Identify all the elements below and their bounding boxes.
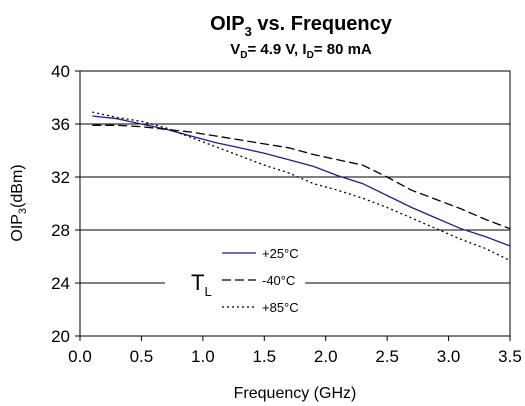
plot-frame xyxy=(79,70,511,337)
y-label-sub: 3 xyxy=(17,208,29,214)
title-main: OIP xyxy=(210,13,244,35)
y-tick-label: 32 xyxy=(51,168,70,187)
x-axis-label: Frequency (GHz) xyxy=(234,385,357,402)
y-label-part-2: (dBm) xyxy=(9,164,26,208)
x-tick-label: 1.0 xyxy=(191,347,215,366)
series-line-2 xyxy=(92,124,511,230)
subtitle-part-2: = 4.9 V, I xyxy=(247,41,306,58)
x-tick-label: 2.0 xyxy=(314,347,338,366)
y-label-part-1: OIP xyxy=(9,214,26,242)
series-line-1 xyxy=(92,115,511,247)
legend-group-sub: L xyxy=(204,284,211,299)
y-tick-label: 36 xyxy=(51,115,70,134)
series-lines xyxy=(92,111,511,262)
legend-group-label: TL xyxy=(191,270,212,299)
title-rest: vs. Frequency xyxy=(252,13,393,35)
chart-title: OIP3 vs. Frequency xyxy=(210,13,393,39)
y-tick-label: 20 xyxy=(51,327,70,346)
series-line-3 xyxy=(92,111,511,262)
subtitle-sub-2: D xyxy=(307,50,314,61)
y-axis-label: OIP3(dBm) xyxy=(9,164,29,241)
y-tick-label: 28 xyxy=(51,221,70,240)
chart-subtitle: VD= 4.9 V, ID= 80 mA xyxy=(230,41,372,61)
legend-background xyxy=(165,236,305,320)
x-tick-label: 2.5 xyxy=(375,347,399,366)
subtitle-part-1: V xyxy=(230,41,240,58)
x-tick-label: 1.5 xyxy=(252,347,276,366)
x-tick-label: 3.0 xyxy=(437,347,461,366)
subtitle-part-3: = 80 mA xyxy=(314,41,372,58)
x-tick-label: 0.5 xyxy=(130,347,154,366)
legend-label-2: -40°C xyxy=(262,273,295,288)
legend: TL +25°C -40°C +85°C xyxy=(165,236,305,320)
axis-ticks: 20 24 28 32 36 40 0.0 0.5 1.0 1.5 2.0 2.5 3.0 3.5 xyxy=(51,62,522,366)
y-tick-label: 24 xyxy=(51,274,70,293)
legend-group-main: T xyxy=(191,270,204,295)
legend-items: +25°C -40°C +85°C xyxy=(222,246,299,315)
x-tick-label: 3.5 xyxy=(498,347,522,366)
legend-label-1: +25°C xyxy=(262,246,299,261)
legend-label-3: +85°C xyxy=(262,300,299,315)
title-subscript: 3 xyxy=(245,24,252,39)
x-tick-label: 0.0 xyxy=(68,347,92,366)
y-tick-label: 40 xyxy=(51,62,70,81)
subtitle-sub-1: D xyxy=(240,50,247,61)
